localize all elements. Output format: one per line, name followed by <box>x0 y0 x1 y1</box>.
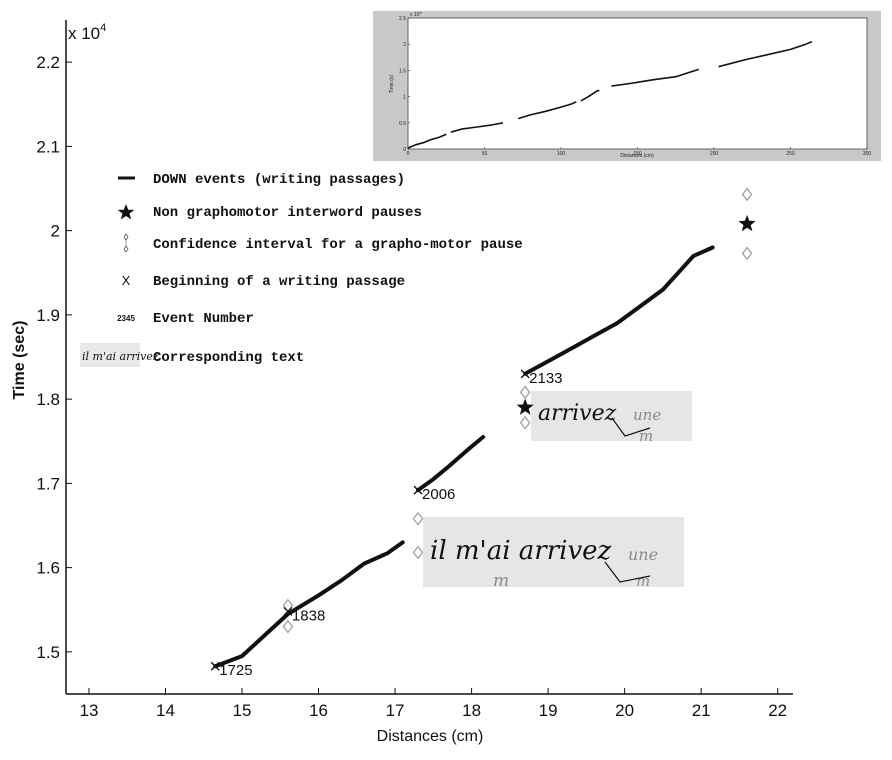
x-tick-label: 21 <box>692 701 711 720</box>
inset-y-tick-label: 1 <box>403 95 406 101</box>
inset-x-tick-label: 50 <box>482 151 488 157</box>
handwriting-text: arrivez <box>538 401 617 426</box>
inset-y-tick-label: 2.5 <box>399 16 406 22</box>
inset-y-axis-title: Time (s) <box>389 75 395 93</box>
x-tick-label: 18 <box>462 701 481 720</box>
legend-star-symbol <box>117 204 135 220</box>
legend-number-symbol: 2345 <box>117 314 135 323</box>
y-multiplier: x 104 <box>68 22 106 43</box>
legend-diamond-symbol <box>123 233 129 241</box>
pause-star <box>738 214 756 232</box>
inset-y-tick-label: 1.5 <box>399 68 406 74</box>
y-tick-label: 1.7 <box>36 474 60 493</box>
confidence-diamond <box>412 511 424 526</box>
legend-x-symbol: X <box>122 273 131 288</box>
legend-label: DOWN events (writing passages) <box>153 172 405 188</box>
confidence-diamond <box>519 415 531 430</box>
inset-segment <box>580 89 600 102</box>
handwriting-stroke <box>604 561 651 583</box>
y-tick-label: 2.1 <box>36 137 60 156</box>
legend-diamond-symbol <box>123 245 129 253</box>
legend-label: Non graphomotor interword pauses <box>153 205 422 221</box>
inset-segment <box>450 122 504 133</box>
y-axis-title: Time (sec) <box>11 321 28 400</box>
x-axis-title: Distances (cm) <box>377 728 484 745</box>
handwriting-faint: m <box>636 572 650 590</box>
inset-ticks: 0 50 100 150 200 250 300 0 0.5 1 1.5 2 2.5 <box>399 16 871 157</box>
inset-segment <box>611 68 699 87</box>
down-event-segment <box>213 540 405 669</box>
x-tick-label: 22 <box>768 701 787 720</box>
inset-x-axis-title: Distances (cm) <box>620 153 654 159</box>
confidence-diamond <box>741 187 753 202</box>
event-number-label: 2006 <box>422 486 455 503</box>
y-tick-label: 1.9 <box>36 306 60 325</box>
inset-x-tick-label: 200 <box>710 151 719 157</box>
overview-inset: 0 50 100 150 200 250 300 0 0.5 1 1.5 2 2.5 x 104 Dis… <box>373 10 881 161</box>
inset-x-tick-label: 300 <box>863 151 872 157</box>
inset-y-multiplier: x 104 <box>410 10 422 18</box>
inset-y-tick-label: 0.5 <box>399 121 406 127</box>
down-event-segment <box>416 435 486 493</box>
inset-x-tick-label: 100 <box>557 151 566 157</box>
handwriting-text: il m'ai arrivez <box>430 536 612 566</box>
y-ticks: 1.5 1.6 1.7 1.8 1.9 2 2.1 2.2 <box>36 53 72 662</box>
y-tick-label: 2 <box>51 222 60 241</box>
event-number-label: 1725 <box>219 662 252 679</box>
legend-label: Confidence interval for a grapho-motor p… <box>153 237 523 253</box>
y-tick-label: 1.8 <box>36 390 60 409</box>
main-axes: 13 14 15 16 17 18 19 20 21 22 1.51.61.71.81.922.1… <box>11 20 793 745</box>
beginning-marker <box>210 661 220 671</box>
x-tick-label: 17 <box>386 701 405 720</box>
beginning-marker <box>520 369 530 379</box>
event-number-label: 1838 <box>292 607 325 624</box>
inset-y-tick-label: 0 <box>403 147 406 153</box>
inset-x-tick-label: 250 <box>786 151 795 157</box>
main-plot-area: 1725 1838 2006 2133 <box>210 187 756 679</box>
confidence-diamond <box>412 545 424 560</box>
legend-label: Event Number <box>153 311 254 327</box>
handwriting-faint: m <box>639 427 653 445</box>
x-tick-label: 13 <box>79 701 98 720</box>
confidence-diamond <box>519 385 531 400</box>
x-tick-label: 14 <box>156 701 175 720</box>
x-tick-label: 19 <box>539 701 558 720</box>
legend: DOWN events (writing passages) Non graph… <box>80 172 523 367</box>
pause-star <box>516 398 534 415</box>
legend-image-symbol <box>80 343 140 367</box>
inset-segment <box>407 133 447 149</box>
inset-background <box>423 517 684 587</box>
y-tick-label: 1.5 <box>36 643 60 662</box>
inset-segment <box>517 101 577 120</box>
legend-label: Beginning of a writing passage <box>153 274 405 290</box>
handwriting-stroke <box>611 417 651 437</box>
text-inset-il-mai-arrivez: il m'ai arrivez une m m <box>423 517 684 591</box>
inset-x-tick-label: 150 <box>633 151 642 157</box>
down-event-segment <box>523 245 715 376</box>
text-inset-arrivez: arrivez une m <box>531 391 692 445</box>
x-tick-label: 16 <box>309 701 328 720</box>
legend-label: Corresponding text <box>153 350 304 366</box>
handwriting-faint: une <box>633 406 661 424</box>
inset-plot-bg <box>407 17 868 150</box>
confidence-diamond <box>282 619 294 634</box>
x-ticks: 13 14 15 16 17 18 19 20 21 22 <box>79 688 787 720</box>
handwriting-faint: m <box>493 571 509 591</box>
inset-background <box>531 391 692 441</box>
inset-segment <box>718 40 813 68</box>
beginning-marker <box>283 606 293 616</box>
inset-x-tick-label: 0 <box>407 151 410 157</box>
confidence-diamond <box>741 246 753 261</box>
inset-plot-area <box>407 40 813 149</box>
x-tick-label: 20 <box>615 701 634 720</box>
legend-image-text: il m'ai arrivez <box>82 350 159 363</box>
beginning-marker <box>413 485 423 495</box>
x-tick-label: 15 <box>233 701 252 720</box>
inset-y-tick-label: 2 <box>403 42 406 48</box>
event-number-label: 2133 <box>529 370 562 387</box>
y-tick-label: 2.2 <box>36 53 60 72</box>
y-tick-label: 1.6 <box>36 559 60 578</box>
handwriting-faint: une <box>628 545 658 564</box>
